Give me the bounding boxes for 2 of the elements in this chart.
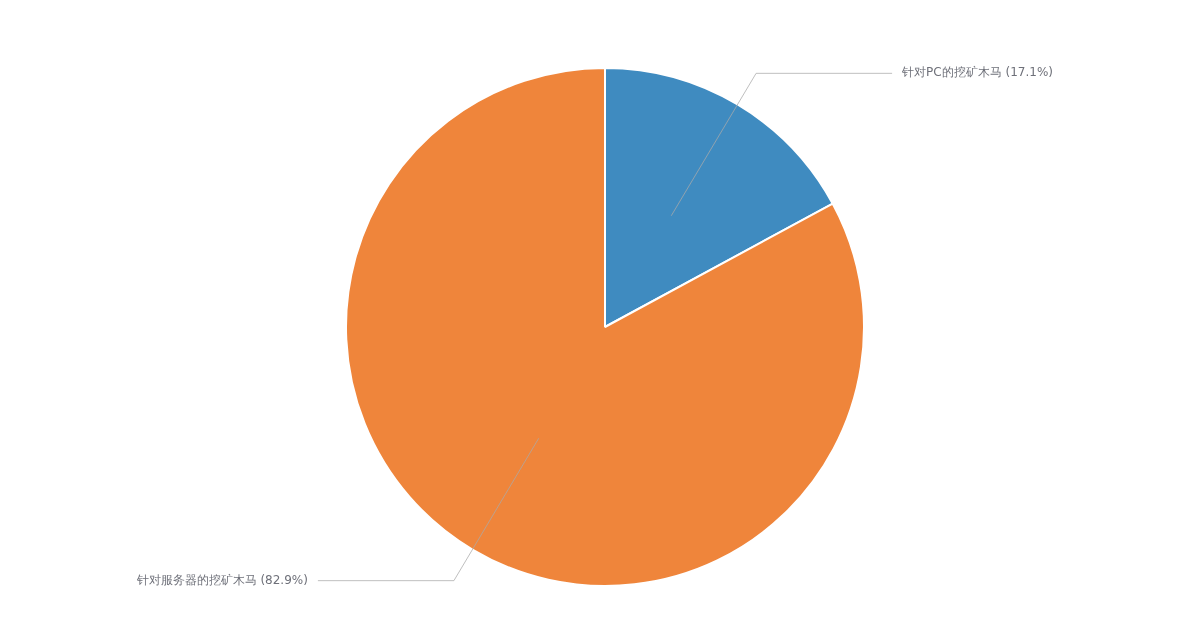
slice-label: 针对PC的挖矿木马 (17.1%) (901, 65, 1054, 80)
slice-label: 针对服务器的挖矿木马 (82.9%) (135, 572, 308, 587)
